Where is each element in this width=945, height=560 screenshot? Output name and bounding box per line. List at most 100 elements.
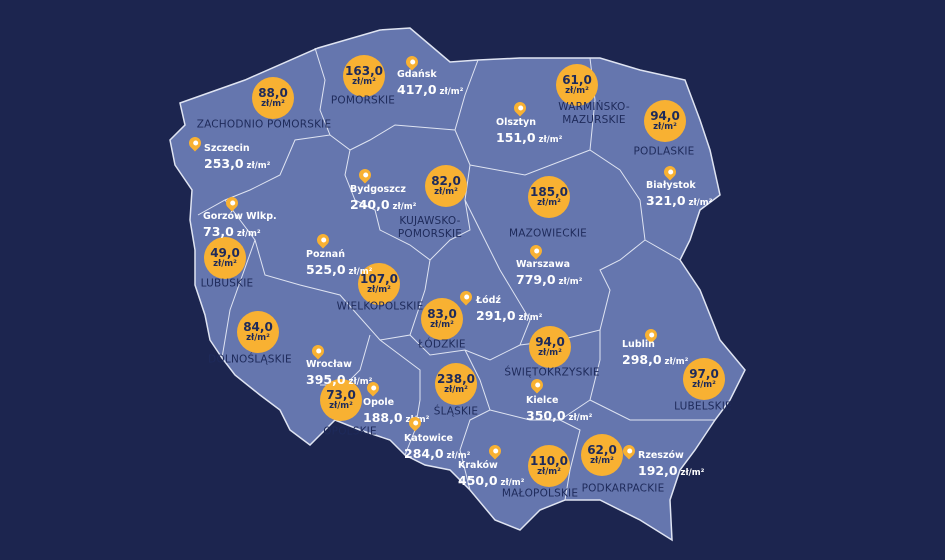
city-label: Gdańsk 417,0 zł/m²	[397, 69, 463, 98]
unit-label: zł/m²	[329, 400, 353, 411]
city-value: 417,0	[397, 82, 437, 98]
region-value: 84,0	[243, 320, 273, 335]
city-name: Bydgoszcz	[350, 184, 406, 195]
poland-outline	[169, 27, 746, 542]
region-value-bubble: 238,0 zł/m²	[435, 363, 477, 405]
city-value: 240,0	[350, 197, 390, 213]
city-name: Gdańsk	[397, 69, 437, 80]
region-value: 185,0	[530, 185, 568, 200]
city-value: 321,0	[646, 193, 686, 209]
region-name: ŚLĄSKIE	[433, 405, 479, 418]
city-label: Katowice 284,0 zł/m²	[404, 433, 471, 462]
unit-label: zł/m²	[538, 347, 562, 358]
city-name: Warszawa	[516, 259, 571, 270]
city-name: Łódź	[476, 295, 501, 306]
city-value: 73,0	[203, 224, 234, 240]
region-value: 97,0	[689, 367, 719, 382]
region-value-bubble: 185,0 zł/m²	[528, 176, 570, 218]
region-value: 238,0	[437, 372, 475, 387]
region-value: 110,0	[530, 454, 568, 469]
region-value-bubble: 61,0 zł/m²	[556, 64, 598, 106]
region-name: PODKARPACKIE	[581, 482, 665, 495]
region-name: ZACHODNIO POMORSKIE	[196, 118, 332, 131]
region-value: 62,0	[587, 443, 617, 458]
unit-label: zł/m²	[236, 229, 261, 240]
city-name: Opole	[363, 397, 395, 408]
city-value: 284,0	[404, 446, 444, 462]
city-name: Lublin	[622, 339, 655, 350]
city-name: Gorzów Wlkp.	[203, 211, 277, 222]
region-value: 94,0	[535, 335, 565, 350]
unit-label: zł/m²	[590, 455, 614, 466]
region-value-bubble: 94,0 zł/m²	[644, 100, 686, 142]
region-value-bubble: 49,0 zł/m²	[204, 237, 246, 279]
region-name: KUJAWSKO- POMORSKIE	[397, 214, 463, 240]
unit-label: zł/m²	[246, 332, 270, 343]
unit-label: zł/m²	[565, 85, 589, 96]
unit-label: zł/m²	[680, 468, 705, 479]
city-name: Wrocław	[306, 359, 352, 370]
unit-label: zł/m²	[537, 197, 561, 208]
unit-label: zł/m²	[688, 198, 713, 209]
city-name: Kraków	[458, 460, 498, 471]
city-name: Olsztyn	[496, 117, 537, 128]
region-value: 163,0	[345, 64, 383, 79]
region-value-bubble: 88,0 zł/m²	[252, 77, 294, 119]
region-value: 61,0	[562, 73, 592, 88]
city-name: Katowice	[404, 433, 453, 444]
region-name: DOLNOŚLĄSKIE	[208, 353, 292, 366]
unit-label: zł/m²	[500, 478, 525, 489]
region-value-bubble: 110,0 zł/m²	[528, 445, 570, 487]
unit-label: zł/m²	[537, 466, 561, 477]
city-value: 298,0	[622, 352, 662, 368]
city-value: 779,0	[516, 272, 556, 288]
unit-label: zł/m²	[444, 384, 468, 395]
region-value-bubble: 73,0 zł/m²	[320, 379, 362, 421]
unit-label: zł/m²	[653, 121, 677, 132]
region-value: 83,0	[427, 307, 457, 322]
city-label: Bydgoszcz 240,0 zł/m²	[350, 184, 417, 213]
city-label: Gorzów Wlkp. 73,0 zł/m²	[203, 211, 277, 240]
region-name: LUBELSKIE	[674, 400, 732, 413]
unit-label: zł/m²	[568, 413, 593, 424]
region-value: 107,0	[360, 272, 398, 287]
region-name: WARMIŃSKO- MAZURSKIE	[558, 100, 630, 126]
city-value: 450,0	[458, 473, 498, 489]
city-label: Szczecin 253,0 zł/m²	[204, 143, 270, 172]
city-value: 253,0	[204, 156, 244, 172]
city-name: Kielce	[526, 395, 559, 406]
unit-label: zł/m²	[558, 277, 583, 288]
region-value: 82,0	[431, 174, 461, 189]
city-name: Rzeszów	[638, 450, 684, 461]
region-value: 94,0	[650, 109, 680, 124]
region-name: POMORSKIE	[330, 94, 396, 107]
city-value: 350,0	[526, 408, 566, 424]
city-label: Poznań 525,0 zł/m²	[306, 249, 373, 278]
city-value: 192,0	[638, 463, 678, 479]
city-label: Białystok 321,0 zł/m²	[646, 180, 713, 209]
unit-label: zł/m²	[352, 76, 376, 87]
city-label: Kraków 450,0 zł/m²	[458, 460, 525, 489]
city-label: Olsztyn 151,0 zł/m²	[496, 117, 562, 146]
city-value: 395,0	[306, 372, 346, 388]
city-value: 151,0	[496, 130, 536, 146]
unit-label: zł/m²	[430, 319, 454, 330]
unit-label: zł/m²	[348, 267, 373, 278]
region-name: LUBUSKIE	[200, 277, 254, 290]
city-name: Białystok	[646, 180, 696, 191]
unit-label: zł/m²	[348, 377, 373, 388]
region-value-bubble: 107,0 zł/m²	[358, 263, 400, 305]
region-name: WIELKOPOLSKIE	[336, 300, 424, 313]
unit-label: zł/m²	[434, 186, 458, 197]
unit-label: zł/m²	[392, 202, 417, 213]
city-value: 291,0	[476, 308, 516, 324]
region-value: 88,0	[258, 86, 288, 101]
city-label: Warszawa 779,0 zł/m²	[516, 259, 583, 288]
unit-label: zł/m²	[261, 98, 285, 109]
city-value: 188,0	[363, 410, 403, 426]
region-value-bubble: 84,0 zł/m²	[237, 311, 279, 353]
unit-label: zł/m²	[446, 451, 471, 462]
region-value: 49,0	[210, 246, 240, 261]
region-value-bubble: 163,0 zł/m²	[343, 55, 385, 97]
